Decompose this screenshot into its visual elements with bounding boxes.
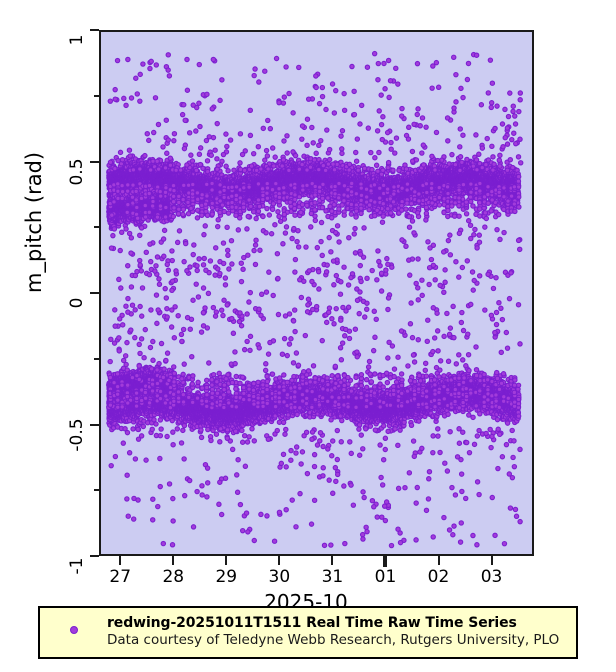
- x-axis-tick-label: 30: [269, 567, 291, 587]
- x-axis-tick-mark: [383, 556, 388, 567]
- x-axis-tick-label: 28: [162, 567, 184, 587]
- x-axis-tick-label: 31: [322, 567, 344, 587]
- y-axis-tick-mark: [90, 423, 99, 426]
- legend-box: redwing-20251011T1511 Real Time Raw Time…: [38, 606, 578, 659]
- scatter-points-layer: [106, 50, 524, 549]
- y-axis: m_pitch (rad) -1 -0.5 0 0.5 1: [0, 0, 99, 672]
- legend-title: redwing-20251011T1511 Real Time Raw Time…: [107, 615, 576, 631]
- y-axis-tick-mark: [90, 555, 99, 557]
- y-axis-tick-mark: [90, 292, 99, 294]
- x-axis-tick-label: 27: [109, 567, 131, 587]
- x-axis-tick-mark: [172, 556, 175, 565]
- x-axis-tick-mark: [278, 556, 281, 565]
- x-axis-tick-label: 29: [215, 567, 237, 587]
- x-axis-tick-mark: [225, 556, 228, 565]
- plot-area: [99, 30, 534, 556]
- y-axis-tick-label: 1: [67, 35, 87, 46]
- legend-subtitle: Data courtesy of Teledyne Webb Research,…: [107, 632, 576, 648]
- legend-text-block: redwing-20251011T1511 Real Time Raw Time…: [107, 615, 576, 648]
- legend-circle-marker-icon: [70, 626, 78, 634]
- y-axis-tick-label: -0.5: [67, 418, 87, 451]
- x-axis-tick-label: 01: [375, 567, 397, 587]
- x-axis-tick-mark: [437, 556, 440, 565]
- x-axis-tick-label: 03: [481, 567, 503, 587]
- y-axis-tick-mark: [90, 29, 99, 31]
- x-axis-tick-mark: [331, 556, 334, 565]
- x-axis-tick-mark: [490, 556, 493, 565]
- x-axis-tick-mark: [119, 556, 122, 565]
- y-axis-tick-mark: [90, 160, 99, 163]
- x-axis-tick-label: 02: [428, 567, 450, 587]
- scatter-series-m-pitch: [106, 50, 524, 549]
- y-axis-tick-label: -1: [67, 558, 87, 575]
- y-axis-title: m_pitch (rad): [22, 152, 46, 293]
- y-axis-tick-label: 0: [67, 298, 87, 309]
- y-axis-tick-label: 0.5: [67, 158, 87, 185]
